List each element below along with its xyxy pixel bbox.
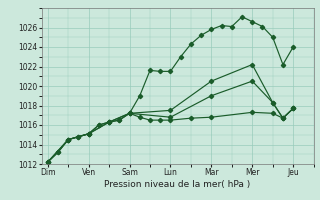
X-axis label: Pression niveau de la mer( hPa ): Pression niveau de la mer( hPa ) [104,180,251,189]
